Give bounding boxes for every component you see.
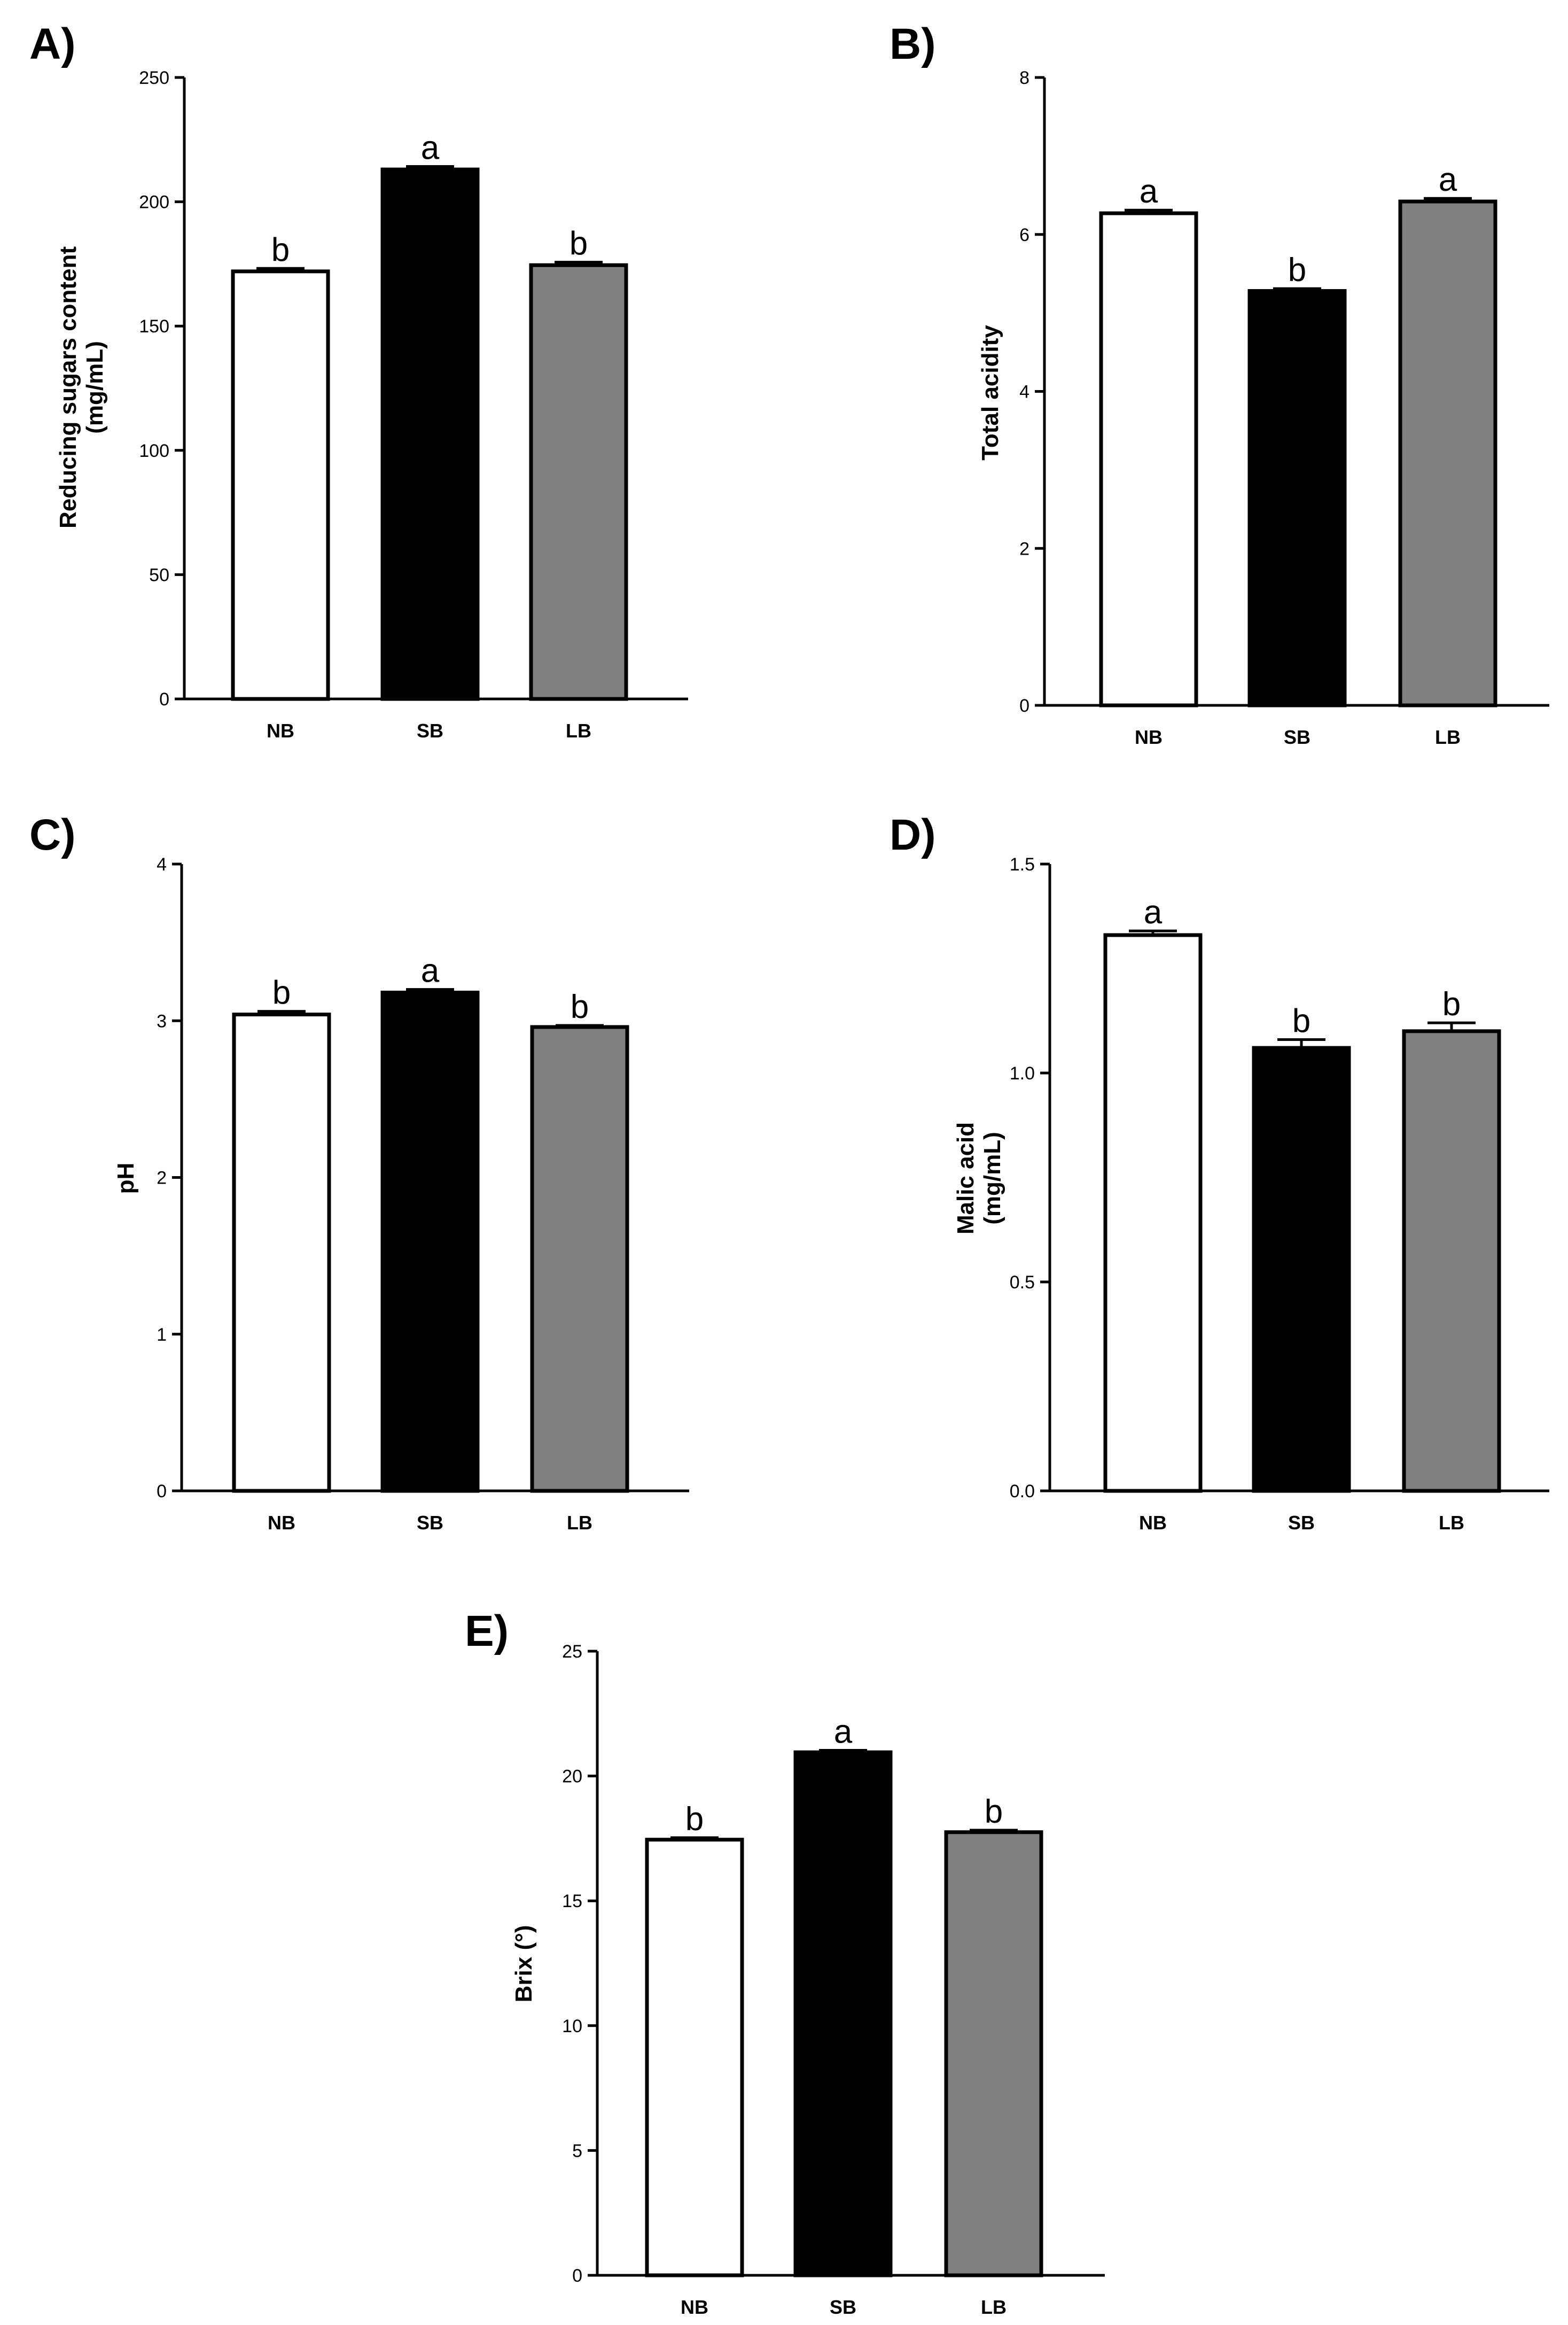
significance-label: b xyxy=(1442,986,1461,1023)
y-tick-label: 250 xyxy=(139,68,169,88)
significance-label: b xyxy=(1292,1002,1310,1039)
bar-nb xyxy=(645,1838,744,2277)
y-tick-label: 5 xyxy=(572,2141,582,2161)
y-axis-title-line: pH xyxy=(113,1163,139,1194)
bar-sb xyxy=(793,1750,893,2277)
x-tick-label: LB xyxy=(567,1512,592,1534)
y-axis-title-line: Total acidity xyxy=(977,325,1003,461)
x-tick-label: NB xyxy=(267,720,294,742)
panel-e: E) 0 5 10 15 20 25 Brix (°) b NB a SB b LB xyxy=(465,1607,1105,2318)
significance-label: b xyxy=(685,1801,704,1838)
y-tick-label: 1.5 xyxy=(1010,854,1035,875)
x-tick-label: LB xyxy=(981,2296,1007,2318)
y-tick-label: 100 xyxy=(139,441,169,461)
bar-nb xyxy=(231,269,330,701)
panel-c: C) 0 1 2 3 4 pH b NB a SB b LB xyxy=(29,811,689,1534)
y-axis-title-line: Brix (°) xyxy=(511,1925,537,2003)
y-tick-label: 150 xyxy=(139,316,169,337)
x-tick-label: NB xyxy=(1135,726,1163,748)
bar-nb xyxy=(1103,933,1203,1493)
y-tick-label: 2 xyxy=(1019,539,1029,559)
y-tick-label: 50 xyxy=(149,565,169,585)
y-axis-title: Malic acid(mg/mL) xyxy=(953,1122,1005,1234)
x-tick-label: SB xyxy=(417,720,443,742)
panel-label: D) xyxy=(890,811,936,859)
bar-sb xyxy=(1247,289,1347,707)
y-tick-label: 2 xyxy=(157,1168,167,1188)
y-axis-title: pH xyxy=(113,1163,139,1194)
x-tick-label: NB xyxy=(268,1512,295,1534)
y-axis-title-line: (mg/mL) xyxy=(82,341,108,434)
panel-a: A) 0 50 100 150 200 250 Reducing sugars content… xyxy=(29,20,688,742)
y-tick-label: 6 xyxy=(1019,225,1029,245)
significance-label: b xyxy=(271,231,290,268)
y-axis-title: Brix (°) xyxy=(511,1925,537,2003)
significance-label: b xyxy=(1288,252,1306,289)
bar-lb xyxy=(530,1025,629,1493)
bar-nb xyxy=(1099,211,1198,707)
bar-sb xyxy=(380,167,480,701)
y-tick-label: 20 xyxy=(562,1767,582,1787)
y-axis-title-line: Malic acid xyxy=(953,1122,979,1234)
y-tick-label: 0 xyxy=(1019,696,1029,716)
y-tick-label: 0.0 xyxy=(1010,1481,1035,1502)
significance-label: a xyxy=(1439,161,1457,198)
y-axis-title-line: (mg/mL) xyxy=(979,1132,1005,1225)
significance-label: a xyxy=(1140,173,1158,210)
y-tick-label: 8 xyxy=(1019,68,1029,88)
y-axis-title: Reducing sugars content(mg/mL) xyxy=(55,246,108,528)
significance-label: b xyxy=(570,225,588,262)
significance-label: b xyxy=(571,989,589,1025)
significance-label: a xyxy=(421,130,440,167)
bar-sb xyxy=(380,990,480,1493)
panel-label: C) xyxy=(29,811,76,859)
y-tick-label: 200 xyxy=(139,192,169,213)
x-tick-label: LB xyxy=(566,720,591,742)
y-tick-label: 4 xyxy=(1019,382,1029,402)
panel-label: A) xyxy=(29,20,76,68)
panel-b: B) 0 2 4 6 8 Total acidity a NB b SB a LB xyxy=(890,20,1549,748)
y-tick-label: 1.0 xyxy=(1010,1063,1035,1084)
bar-lb xyxy=(1402,1029,1501,1493)
significance-label: a xyxy=(1144,894,1163,931)
y-tick-label: 3 xyxy=(157,1011,167,1031)
x-tick-label: NB xyxy=(681,2296,708,2318)
bar-sb xyxy=(1252,1046,1351,1493)
x-tick-label: SB xyxy=(1284,726,1310,748)
significance-label: b xyxy=(272,975,291,1012)
bar-nb xyxy=(232,1013,331,1493)
y-tick-label: 0 xyxy=(159,689,169,710)
bar-lb xyxy=(944,1830,1043,2277)
y-tick-label: 0.5 xyxy=(1010,1272,1035,1293)
x-tick-label: LB xyxy=(1435,726,1461,748)
panel-label: B) xyxy=(890,20,936,68)
y-tick-label: 1 xyxy=(157,1325,167,1345)
y-tick-label: 0 xyxy=(572,2266,582,2286)
panel-label: E) xyxy=(465,1607,509,1655)
significance-label: a xyxy=(421,953,440,990)
y-axis-title: Total acidity xyxy=(977,325,1003,461)
significance-label: b xyxy=(985,1793,1003,1830)
bar-lb xyxy=(1398,199,1497,707)
y-tick-label: 0 xyxy=(157,1481,167,1502)
y-axis-title-line: Reducing sugars content xyxy=(55,246,81,528)
x-tick-label: SB xyxy=(1288,1512,1315,1534)
x-tick-label: NB xyxy=(1139,1512,1167,1534)
panel-d: D) 0.0 0.5 1.0 1.5 Malic acid(mg/mL) a NB b SB b LB xyxy=(890,811,1549,1534)
significance-label: a xyxy=(834,1713,853,1750)
x-tick-label: LB xyxy=(1439,1512,1464,1534)
bar-lb xyxy=(529,263,628,701)
y-tick-label: 15 xyxy=(562,1891,582,1911)
y-tick-label: 4 xyxy=(157,854,167,875)
y-tick-label: 10 xyxy=(562,2016,582,2036)
x-tick-label: SB xyxy=(830,2296,856,2318)
x-tick-label: SB xyxy=(417,1512,443,1534)
y-tick-label: 25 xyxy=(562,1642,582,1662)
